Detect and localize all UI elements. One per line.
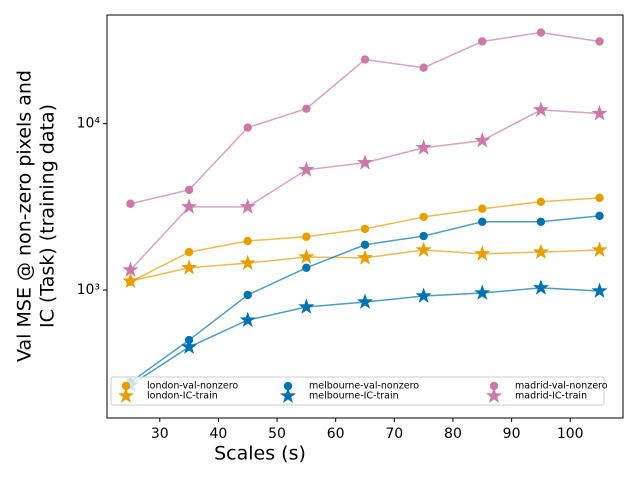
data-point <box>478 217 487 227</box>
data-point <box>181 198 198 214</box>
data-point <box>595 211 604 221</box>
data-point <box>302 232 311 241</box>
series-line <box>130 197 600 283</box>
data-point <box>360 224 370 234</box>
data-point <box>298 298 315 314</box>
data-point <box>356 249 374 265</box>
data-point <box>184 247 194 257</box>
x-tick-label: 50 <box>268 426 286 442</box>
data-point <box>591 282 608 298</box>
data-point <box>415 241 432 257</box>
data-point <box>360 55 370 64</box>
data-point <box>478 37 487 46</box>
data-point <box>356 154 374 170</box>
data-point <box>419 231 428 241</box>
legend-label: melbourne-val-nonzero <box>309 381 419 392</box>
data-point <box>126 199 135 208</box>
legend-marker <box>489 381 499 391</box>
data-point <box>536 28 546 37</box>
data-point <box>239 254 256 271</box>
data-point <box>239 311 256 327</box>
y-tick-label: 10⁴ <box>77 116 101 132</box>
data-point <box>360 240 370 249</box>
y-tick-label: 10³ <box>77 282 100 298</box>
legend-marker <box>485 387 503 403</box>
data-point <box>243 123 252 132</box>
data-point <box>536 197 546 207</box>
data-point <box>122 261 139 277</box>
x-tick-label: 80 <box>444 426 462 442</box>
x-axis-label: Scales (s) <box>214 443 306 465</box>
data-point <box>419 212 428 222</box>
legend-label: melbourne-IC-train <box>309 391 399 402</box>
legend-marker <box>279 387 297 403</box>
x-tick-label: 90 <box>503 426 521 442</box>
data-point <box>595 37 604 46</box>
data-point <box>302 104 311 113</box>
data-point <box>298 248 315 264</box>
data-point <box>595 193 604 203</box>
x-tick-label: 30 <box>151 426 169 442</box>
data-point <box>478 204 487 213</box>
data-point <box>302 263 311 272</box>
data-point <box>181 338 198 354</box>
plot-frame <box>106 14 624 419</box>
data-point <box>474 284 491 300</box>
legend-label: london-val-nonzero <box>147 381 238 392</box>
data-point <box>239 198 256 214</box>
legend-label: madrid-val-nonzero <box>515 381 608 392</box>
data-point <box>532 101 549 117</box>
data-point <box>415 139 432 155</box>
data-point <box>415 287 432 303</box>
x-tick-label: 40 <box>209 426 227 442</box>
legend-label: madrid-IC-train <box>515 391 587 402</box>
data-point <box>474 245 491 261</box>
data-point <box>243 290 252 300</box>
legend-marker <box>117 387 135 403</box>
data-point <box>591 105 608 121</box>
legend-marker <box>283 381 293 391</box>
data-point <box>536 217 546 227</box>
legend-box <box>110 376 605 406</box>
data-point <box>419 63 428 72</box>
y-axis-label: IC (Task) (training data) <box>37 104 59 328</box>
legend-label: london-IC-train <box>147 391 218 402</box>
x-tick-label: 100 <box>557 426 584 442</box>
x-tick-label: 70 <box>385 426 403 442</box>
data-point <box>532 243 549 259</box>
data-point <box>122 272 139 289</box>
data-point <box>474 132 491 148</box>
data-point <box>298 161 315 177</box>
y-axis-label: Val MSE @ non-zero pixels and <box>14 70 36 362</box>
data-point <box>591 241 608 257</box>
legend-marker <box>121 381 131 391</box>
data-point <box>184 185 194 195</box>
data-point <box>532 279 549 295</box>
data-point <box>181 259 198 275</box>
data-point <box>356 293 374 309</box>
data-point <box>243 236 252 246</box>
x-tick-label: 60 <box>327 426 345 442</box>
